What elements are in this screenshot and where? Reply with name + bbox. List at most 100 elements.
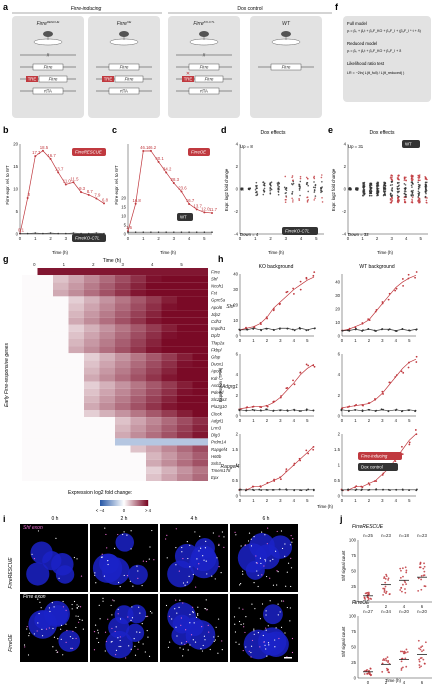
h-point bbox=[362, 409, 364, 411]
heatmap-cell bbox=[193, 403, 209, 410]
nucleus bbox=[191, 545, 217, 571]
heatmap-cell bbox=[69, 382, 85, 389]
panel-e-point bbox=[417, 177, 419, 179]
mutation-mark: ✕ bbox=[186, 71, 190, 77]
panel-b-red-point bbox=[65, 184, 67, 186]
panel-c-data-label: 16.8 bbox=[132, 198, 141, 203]
panel-c-red-point bbox=[173, 182, 175, 184]
h-point bbox=[382, 393, 384, 395]
panel-d-xtick: 3 bbox=[285, 236, 288, 241]
h-xtick: 4 bbox=[395, 498, 398, 503]
h-point bbox=[402, 453, 404, 455]
time-tick: 0 bbox=[33, 262, 36, 267]
panel-d-point bbox=[255, 186, 257, 188]
heatmap-cell bbox=[38, 311, 54, 318]
signal-dot bbox=[120, 586, 121, 587]
heatmap-cell bbox=[162, 474, 178, 481]
heatmap-cell bbox=[22, 375, 38, 382]
ko-background-title: KO background bbox=[259, 264, 294, 270]
signal-dot bbox=[285, 586, 286, 587]
signal-dot bbox=[184, 644, 185, 645]
time-tick: 3 bbox=[122, 262, 125, 267]
panel-c-dark-point bbox=[158, 231, 160, 233]
gene-label-Dpf2: Dpf2 bbox=[211, 333, 221, 338]
j-n-label: n=18 bbox=[399, 533, 409, 538]
signal-dot bbox=[175, 547, 176, 548]
panel-d-xlabel: Time (h) bbox=[268, 250, 284, 255]
signal-dot bbox=[106, 641, 107, 642]
signal-dot bbox=[174, 608, 175, 609]
j-point bbox=[386, 591, 388, 593]
signal-dot bbox=[72, 648, 73, 649]
signal-dot bbox=[52, 628, 53, 629]
heatmap-cell bbox=[22, 339, 38, 346]
h-point bbox=[312, 275, 314, 277]
panel-c-ytick: 20 bbox=[121, 196, 126, 201]
signal-dot bbox=[176, 528, 177, 529]
signal-dot bbox=[78, 616, 79, 617]
heatmap-cell bbox=[115, 353, 131, 360]
panel-c-dark-point bbox=[188, 231, 190, 233]
panel-b-red-point bbox=[42, 150, 44, 152]
signal-dot bbox=[130, 581, 131, 582]
h-xtick: 4 bbox=[395, 338, 398, 343]
heatmap-cell bbox=[131, 353, 147, 360]
h-point bbox=[354, 409, 356, 411]
h-point bbox=[415, 433, 417, 435]
panel-e-point bbox=[357, 189, 359, 191]
heatmap-cell bbox=[131, 311, 147, 318]
heatmap-cell bbox=[38, 289, 54, 296]
signal-dot bbox=[111, 628, 112, 629]
h-point bbox=[395, 330, 397, 332]
j-n-label: n=23 bbox=[381, 533, 391, 538]
heatmap-cell bbox=[177, 453, 193, 460]
h-point bbox=[272, 401, 274, 403]
signal-dot bbox=[211, 575, 212, 576]
h-point bbox=[259, 485, 261, 487]
panel-d-point bbox=[292, 181, 294, 183]
heatmap-cell bbox=[115, 360, 131, 367]
signal-dot bbox=[200, 548, 201, 549]
panel-e-point bbox=[398, 178, 400, 180]
time-4h: 4 h bbox=[191, 516, 198, 522]
panel-c-xtick: 0 bbox=[127, 236, 130, 241]
h-xtick: 5 bbox=[306, 498, 309, 503]
heatmap-cell bbox=[193, 339, 209, 346]
gene-label-Fst: Fst bbox=[211, 291, 218, 296]
panel-c-data-label: 16.7 bbox=[186, 198, 195, 203]
gene-label-Dlg3: Dlg3 bbox=[211, 433, 220, 438]
h-point bbox=[389, 293, 391, 295]
heatmap-cell bbox=[131, 304, 147, 311]
heatmap-cell bbox=[53, 375, 69, 382]
panel-c-xtick: 2 bbox=[157, 236, 160, 241]
signal-dot bbox=[135, 655, 136, 656]
heatmap-cell bbox=[193, 367, 209, 374]
panel-b-xtick: 0 bbox=[19, 236, 22, 241]
h-point bbox=[396, 374, 398, 376]
heatmap-cell bbox=[69, 353, 85, 360]
signal-dot bbox=[54, 637, 55, 638]
heatmap-cell bbox=[146, 424, 162, 431]
panel-e-point bbox=[391, 177, 393, 179]
h-ytick: 0.5 bbox=[334, 478, 341, 483]
h-point bbox=[273, 479, 275, 481]
j-point bbox=[389, 593, 391, 595]
signal-dot bbox=[216, 627, 217, 628]
legend-dox-control: Dox control bbox=[361, 465, 383, 470]
gene-label-Shf: Shf bbox=[211, 276, 218, 281]
panel-e-point bbox=[383, 195, 385, 197]
heatmap-cell bbox=[100, 318, 116, 325]
heatmap-cell bbox=[53, 446, 69, 453]
heatmap-cell bbox=[53, 424, 69, 431]
heatmap-cell bbox=[193, 353, 209, 360]
heatmap-cell bbox=[38, 346, 54, 353]
panel-d-xtick: 2 bbox=[269, 236, 272, 241]
heatmap-cell bbox=[162, 296, 178, 303]
h-point bbox=[259, 406, 261, 408]
h-point bbox=[287, 410, 289, 412]
j-ytick: 100 bbox=[349, 538, 357, 543]
panel-c-red-point bbox=[188, 203, 190, 205]
heatmap-cell bbox=[100, 453, 116, 460]
heatmap-cell bbox=[162, 403, 178, 410]
signal-dot bbox=[216, 557, 217, 558]
